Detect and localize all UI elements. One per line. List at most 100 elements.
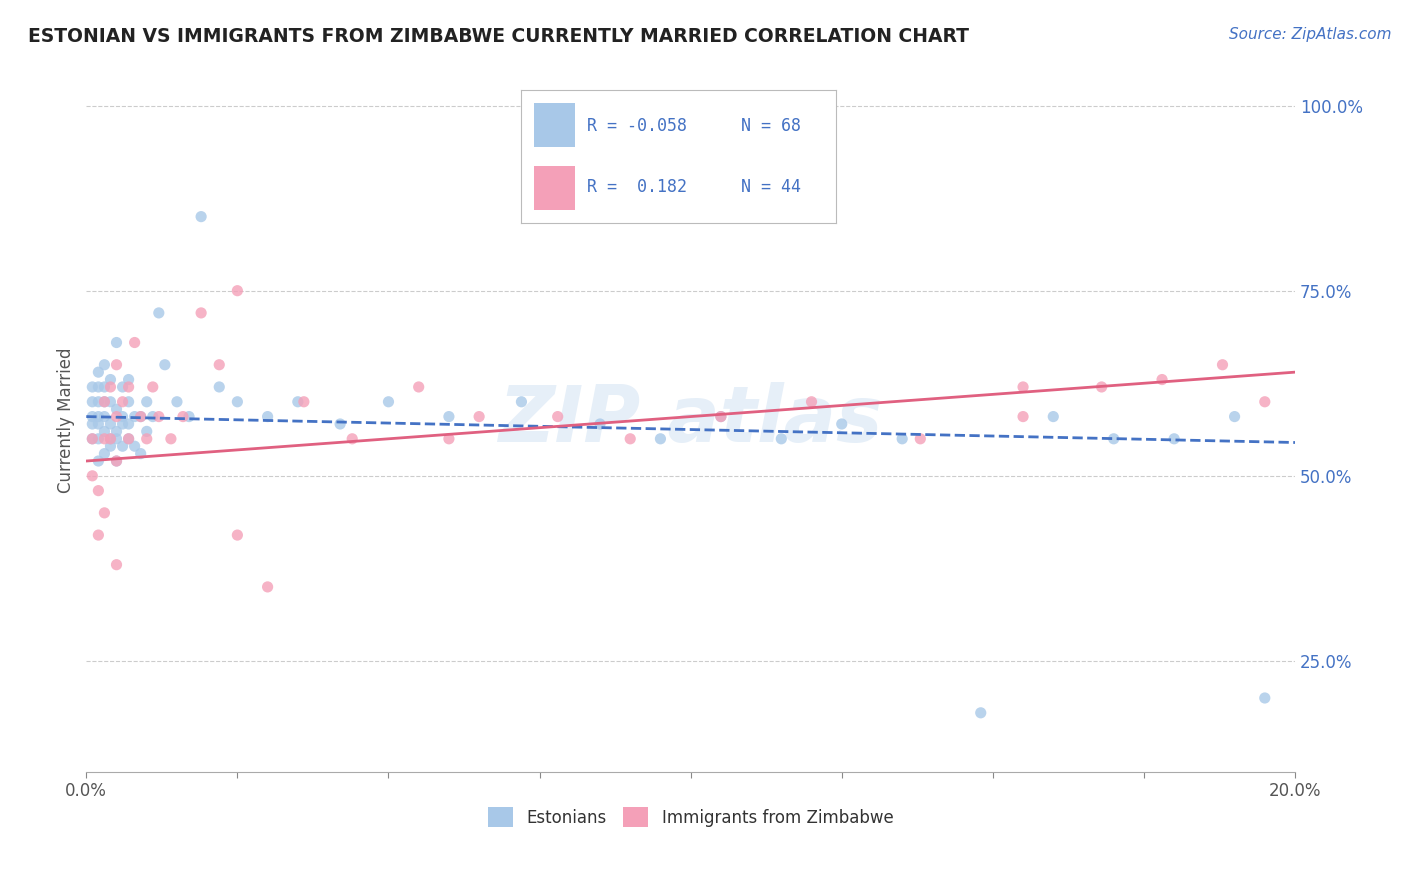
Point <box>93 380 115 394</box>
Point <box>124 439 146 453</box>
Point <box>166 394 188 409</box>
Point <box>100 432 122 446</box>
Point <box>650 432 672 446</box>
Point <box>800 394 823 409</box>
Text: ESTONIAN VS IMMIGRANTS FROM ZIMBABWE CURRENTLY MARRIED CORRELATION CHART: ESTONIAN VS IMMIGRANTS FROM ZIMBABWE CUR… <box>28 27 969 45</box>
Point <box>111 380 134 394</box>
Point <box>93 409 115 424</box>
Point <box>105 454 128 468</box>
Point <box>287 394 309 409</box>
Point <box>177 409 200 424</box>
Point <box>1254 691 1277 706</box>
Point <box>329 417 352 431</box>
Point <box>342 432 364 446</box>
Point <box>87 483 110 498</box>
Point <box>129 409 152 424</box>
Point <box>82 432 104 446</box>
Text: Source: ZipAtlas.com: Source: ZipAtlas.com <box>1229 27 1392 42</box>
Point <box>589 417 612 431</box>
Point <box>1042 409 1064 424</box>
Point <box>1091 380 1114 394</box>
Point <box>93 432 115 446</box>
Point <box>100 380 122 394</box>
Point <box>190 306 212 320</box>
Point <box>93 506 115 520</box>
Point <box>105 402 128 417</box>
Point <box>124 409 146 424</box>
Point <box>82 417 104 431</box>
Point <box>1254 394 1277 409</box>
Point <box>100 432 122 446</box>
Point <box>93 358 115 372</box>
Point <box>135 432 157 446</box>
Point <box>226 394 249 409</box>
Point <box>87 365 110 379</box>
Point <box>111 409 134 424</box>
Point <box>124 335 146 350</box>
Point <box>111 417 134 431</box>
Point <box>377 394 399 409</box>
Point <box>1163 432 1185 446</box>
Point <box>710 409 733 424</box>
Legend: Estonians, Immigrants from Zimbabwe: Estonians, Immigrants from Zimbabwe <box>481 800 900 834</box>
Point <box>437 409 460 424</box>
Point <box>129 447 152 461</box>
Point <box>117 417 139 431</box>
Point <box>226 284 249 298</box>
Point <box>256 409 278 424</box>
Point <box>87 432 110 446</box>
Point <box>208 358 231 372</box>
Point <box>111 394 134 409</box>
Point <box>148 409 170 424</box>
Point <box>100 373 122 387</box>
Point <box>208 380 231 394</box>
Point <box>82 432 104 446</box>
Point <box>82 380 104 394</box>
Point <box>117 373 139 387</box>
Point <box>510 394 533 409</box>
Point <box>105 425 128 439</box>
Point <box>105 409 128 424</box>
Point <box>93 447 115 461</box>
Point <box>226 528 249 542</box>
Point <box>135 394 157 409</box>
Point <box>117 432 139 446</box>
Y-axis label: Currently Married: Currently Married <box>58 348 75 493</box>
Point <box>117 380 139 394</box>
Point <box>93 394 115 409</box>
Point <box>82 409 104 424</box>
Point <box>105 335 128 350</box>
Point <box>100 394 122 409</box>
Point <box>1012 380 1035 394</box>
Point <box>437 432 460 446</box>
Point <box>1012 409 1035 424</box>
Point <box>710 409 733 424</box>
Point <box>292 394 315 409</box>
Point <box>770 432 793 446</box>
Point <box>111 439 134 453</box>
Point <box>87 528 110 542</box>
Point <box>1102 432 1125 446</box>
Point <box>93 425 115 439</box>
Point <box>100 439 122 453</box>
Point <box>547 409 569 424</box>
Point <box>408 380 430 394</box>
Point <box>117 394 139 409</box>
Text: ZIP atlas: ZIP atlas <box>499 383 883 458</box>
Point <box>910 432 932 446</box>
Point <box>87 380 110 394</box>
Point <box>619 432 641 446</box>
Point <box>831 417 853 431</box>
Point <box>87 409 110 424</box>
Point <box>190 210 212 224</box>
Point <box>82 394 104 409</box>
Point <box>1150 373 1173 387</box>
Point <box>153 358 176 372</box>
Point <box>82 468 104 483</box>
Point <box>105 432 128 446</box>
Point <box>142 409 165 424</box>
Point <box>87 394 110 409</box>
Point <box>1211 358 1233 372</box>
Point <box>87 454 110 468</box>
Point <box>135 425 157 439</box>
